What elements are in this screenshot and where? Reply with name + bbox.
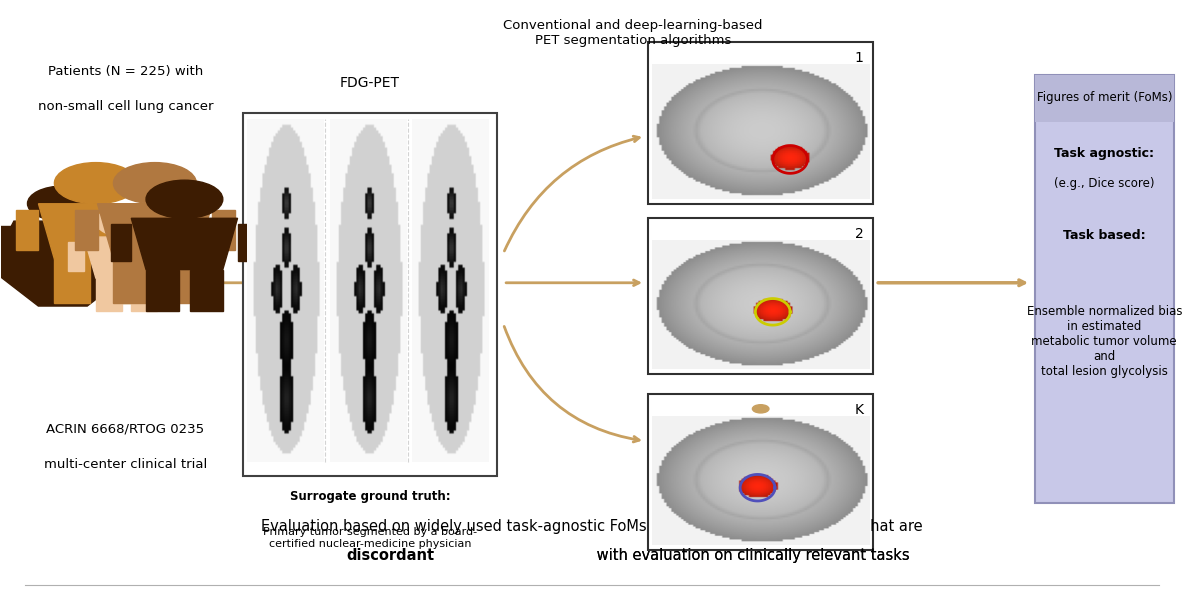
FancyBboxPatch shape	[244, 112, 497, 477]
FancyBboxPatch shape	[648, 394, 872, 550]
Polygon shape	[76, 210, 97, 250]
Polygon shape	[212, 210, 235, 250]
Polygon shape	[0, 221, 136, 269]
Polygon shape	[110, 224, 131, 261]
Polygon shape	[190, 270, 223, 310]
Polygon shape	[0, 269, 136, 306]
Circle shape	[752, 434, 769, 442]
Text: ACRIN 6668/RTOG 0235: ACRIN 6668/RTOG 0235	[47, 423, 204, 436]
Text: Evaluation based on widely used task-agnostic FoMs could lead to interpretations: Evaluation based on widely used task-agn…	[262, 518, 923, 534]
Text: Task based:: Task based:	[1063, 229, 1146, 243]
Circle shape	[96, 207, 157, 237]
FancyBboxPatch shape	[648, 219, 872, 373]
Polygon shape	[154, 210, 175, 250]
Text: FDG-PET: FDG-PET	[340, 77, 400, 91]
Text: Conventional and deep-learning-based
PET segmentation algorithms: Conventional and deep-learning-based PET…	[503, 19, 763, 47]
Polygon shape	[112, 227, 131, 260]
Polygon shape	[97, 204, 212, 259]
Circle shape	[146, 180, 223, 219]
Polygon shape	[38, 204, 154, 259]
Text: with evaluation on clinically relevant tasks: with evaluation on clinically relevant t…	[592, 548, 910, 563]
Text: discordant: discordant	[346, 548, 434, 563]
Circle shape	[752, 419, 769, 428]
Polygon shape	[0, 227, 14, 260]
Polygon shape	[131, 219, 238, 270]
Text: with evaluation on clinically relevant tasks: with evaluation on clinically relevant t…	[592, 548, 910, 563]
FancyBboxPatch shape	[1034, 75, 1174, 121]
Text: multi-center clinical trial: multi-center clinical trial	[43, 458, 208, 471]
Text: Patients (N = 225) with: Patients (N = 225) with	[48, 65, 203, 78]
Polygon shape	[102, 259, 137, 303]
Polygon shape	[16, 210, 38, 250]
Text: 1: 1	[854, 51, 864, 65]
Circle shape	[114, 163, 197, 204]
Text: Figures of merit (FoMs): Figures of merit (FoMs)	[1037, 91, 1172, 104]
Polygon shape	[67, 241, 84, 271]
Circle shape	[752, 405, 769, 413]
Circle shape	[54, 163, 137, 204]
Polygon shape	[96, 278, 122, 311]
Text: Primary tumor segmented by a board-
certified nuclear-medicine physician: Primary tumor segmented by a board- cert…	[263, 527, 476, 548]
Polygon shape	[238, 224, 258, 261]
Text: Ensemble normalized bias
in estimated
metabolic tumor volume
and
total lesion gl: Ensemble normalized bias in estimated me…	[1026, 305, 1182, 378]
Text: K: K	[854, 403, 864, 417]
Polygon shape	[114, 259, 149, 303]
Text: Surrogate ground truth:: Surrogate ground truth:	[289, 490, 450, 503]
Circle shape	[28, 186, 98, 221]
Text: (e.g., Dice score): (e.g., Dice score)	[1054, 177, 1154, 190]
Text: Task agnostic:: Task agnostic:	[1055, 147, 1154, 160]
FancyBboxPatch shape	[648, 42, 872, 204]
FancyBboxPatch shape	[1034, 75, 1174, 502]
Text: non-small cell lung cancer: non-small cell lung cancer	[37, 100, 214, 114]
Text: 2: 2	[854, 227, 864, 241]
Polygon shape	[131, 278, 157, 311]
Polygon shape	[84, 237, 169, 278]
Polygon shape	[146, 270, 179, 310]
Polygon shape	[54, 259, 90, 303]
Polygon shape	[161, 259, 197, 303]
Polygon shape	[169, 241, 186, 271]
